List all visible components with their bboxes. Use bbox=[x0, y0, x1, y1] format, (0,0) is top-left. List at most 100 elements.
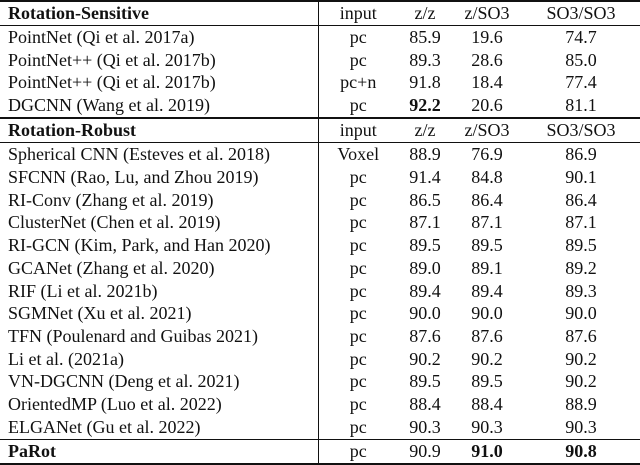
table-row: RI-Conv (Zhang et al. 2019) pc 86.5 86.4 86.… bbox=[0, 188, 640, 212]
input-type: pc bbox=[349, 257, 367, 278]
table-row: PointNet++ (Qi et al. 2017b) pc 89.3 28.6 85… bbox=[0, 48, 640, 72]
table-row: RI-GCN (Kim, Park, and Han 2020) pc 89.5 89… bbox=[0, 234, 640, 257]
table-row: PointNet (Qi et al. 2017a) pc 85.9 19.6 74.7 bbox=[0, 25, 640, 49]
accuracy-value: 90.3 bbox=[471, 416, 503, 437]
accuracy-value: 87.1 bbox=[409, 212, 441, 233]
section-title: Rotation-Robust bbox=[0, 117, 319, 144]
table-row: ELGANet (Gu et al. 2022) pc 90.3 90.3 90.3 bbox=[0, 415, 640, 440]
accuracy-value: 76.9 bbox=[471, 144, 503, 165]
accuracy-value: 90.2 bbox=[565, 348, 597, 369]
input-type: pc bbox=[349, 326, 367, 347]
method-name: TFN (Poulenard and Guibas 2021) bbox=[0, 325, 319, 348]
accuracy-value: 18.4 bbox=[471, 72, 503, 93]
accuracy-value: 90.8 bbox=[522, 438, 640, 464]
accuracy-value: 88.9 bbox=[565, 394, 597, 415]
accuracy-value: 90.0 bbox=[565, 303, 597, 324]
column-header: SO3/SO3 bbox=[522, 1, 640, 27]
section-header-row: Rotation-Robust input z/z z/SO3 SO3/SO3 bbox=[0, 117, 640, 144]
method-name: SFCNN (Rao, Lu, and Zhou 2019) bbox=[0, 166, 319, 189]
accuracy-value: 86.5 bbox=[409, 189, 441, 210]
accuracy-value: 89.4 bbox=[471, 280, 503, 301]
accuracy-value: 85.9 bbox=[409, 27, 441, 47]
accuracy-value: 90.1 bbox=[565, 166, 597, 187]
table-row: RIF (Li et al. 2021b) pc 89.4 89.4 89.3 bbox=[0, 279, 640, 303]
accuracy-value: 86.9 bbox=[565, 144, 597, 165]
accuracy-value: 91.8 bbox=[409, 72, 441, 93]
accuracy-value: 89.1 bbox=[471, 257, 503, 278]
input-type: pc bbox=[349, 212, 367, 233]
accuracy-value: 89.3 bbox=[565, 280, 597, 301]
accuracy-value: 85.0 bbox=[565, 49, 597, 70]
input-type: pc bbox=[349, 303, 367, 324]
accuracy-value: 87.6 bbox=[471, 326, 503, 347]
method-name: ClusterNet (Chen et al. 2019) bbox=[0, 211, 319, 235]
accuracy-value: 77.4 bbox=[565, 72, 597, 93]
input-type: pc bbox=[349, 394, 367, 415]
input-type: Voxel bbox=[337, 144, 380, 165]
accuracy-value: 89.5 bbox=[471, 371, 503, 392]
accuracy-value: 88.9 bbox=[409, 144, 441, 165]
accuracy-value: 88.4 bbox=[471, 394, 503, 415]
method-name: PaRot bbox=[0, 438, 319, 464]
method-name: Li et al. (2021a) bbox=[0, 347, 319, 371]
accuracy-value: 74.7 bbox=[565, 27, 597, 47]
column-header: z/SO3 bbox=[452, 1, 522, 27]
method-name: SGMNet (Xu et al. 2021) bbox=[0, 302, 319, 326]
accuracy-value: 90.0 bbox=[409, 303, 441, 324]
accuracy-value: 86.4 bbox=[471, 189, 503, 210]
accuracy-value: 89.5 bbox=[565, 235, 597, 256]
accuracy-value: 90.0 bbox=[471, 303, 503, 324]
method-name: ELGANet (Gu et al. 2022) bbox=[0, 415, 319, 440]
accuracy-value: 90.2 bbox=[565, 371, 597, 392]
method-name: RIF (Li et al. 2021b) bbox=[0, 279, 319, 303]
footer-row-parot: PaRot pc 90.9 91.0 90.8 bbox=[0, 438, 640, 464]
accuracy-value: 89.5 bbox=[409, 371, 441, 392]
table-row: SFCNN (Rao, Lu, and Zhou 2019) pc 91.4 84.8… bbox=[0, 166, 640, 189]
accuracy-value: 90.3 bbox=[409, 416, 441, 437]
accuracy-value: 90.9 bbox=[398, 438, 452, 464]
accuracy-value: 89.4 bbox=[409, 280, 441, 301]
accuracy-value: 89.2 bbox=[565, 257, 597, 278]
method-name: GCANet (Zhang et al. 2020) bbox=[0, 256, 319, 280]
accuracy-value: 90.2 bbox=[471, 348, 503, 369]
input-type: pc bbox=[349, 95, 367, 116]
column-header: SO3/SO3 bbox=[522, 117, 640, 144]
input-type: pc+n bbox=[340, 72, 377, 93]
table-row: TFN (Poulenard and Guibas 2021) pc 87.6 87.… bbox=[0, 325, 640, 348]
input-type: pc bbox=[349, 280, 367, 301]
accuracy-value: 81.1 bbox=[565, 95, 597, 116]
accuracy-value: 20.6 bbox=[471, 95, 503, 116]
accuracy-value: 89.5 bbox=[409, 235, 441, 256]
table-row: Li et al. (2021a) pc 90.2 90.2 90.2 bbox=[0, 347, 640, 371]
method-name: RI-GCN (Kim, Park, and Han 2020) bbox=[0, 234, 319, 257]
accuracy-value: 87.1 bbox=[471, 212, 503, 233]
accuracy-value: 89.3 bbox=[409, 49, 441, 70]
table-row: Spherical CNN (Esteves et al. 2018) Voxel… bbox=[0, 142, 640, 167]
column-header: z/SO3 bbox=[452, 117, 522, 144]
accuracy-value: 91.0 bbox=[452, 438, 522, 464]
method-name: Spherical CNN (Esteves et al. 2018) bbox=[0, 142, 319, 167]
method-name: PointNet++ (Qi et al. 2017b) bbox=[0, 71, 319, 95]
accuracy-value: 91.4 bbox=[409, 166, 441, 187]
method-name: OrientedMP (Luo et al. 2022) bbox=[0, 393, 319, 416]
table-row: OrientedMP (Luo et al. 2022) pc 88.4 88.4 88… bbox=[0, 393, 640, 416]
input-type: pc bbox=[349, 166, 367, 187]
method-name: DGCNN (Wang et al. 2019) bbox=[0, 94, 319, 119]
accuracy-value: 88.4 bbox=[409, 394, 441, 415]
accuracy-value: 87.6 bbox=[565, 326, 597, 347]
input-type: pc bbox=[349, 235, 367, 256]
column-header: input bbox=[318, 117, 398, 144]
method-name: PointNet++ (Qi et al. 2017b) bbox=[0, 48, 319, 72]
input-type: pc bbox=[318, 438, 398, 464]
input-type: pc bbox=[349, 371, 367, 392]
input-type: pc bbox=[349, 49, 367, 70]
accuracy-value: 87.6 bbox=[409, 326, 441, 347]
method-name: PointNet (Qi et al. 2017a) bbox=[0, 25, 319, 49]
table-row: SGMNet (Xu et al. 2021) pc 90.0 90.0 90.0 bbox=[0, 302, 640, 326]
input-type: pc bbox=[349, 348, 367, 369]
accuracy-value: 89.0 bbox=[409, 257, 441, 278]
input-type: pc bbox=[349, 27, 367, 47]
input-type: pc bbox=[349, 416, 367, 437]
accuracy-value: 86.4 bbox=[565, 189, 597, 210]
